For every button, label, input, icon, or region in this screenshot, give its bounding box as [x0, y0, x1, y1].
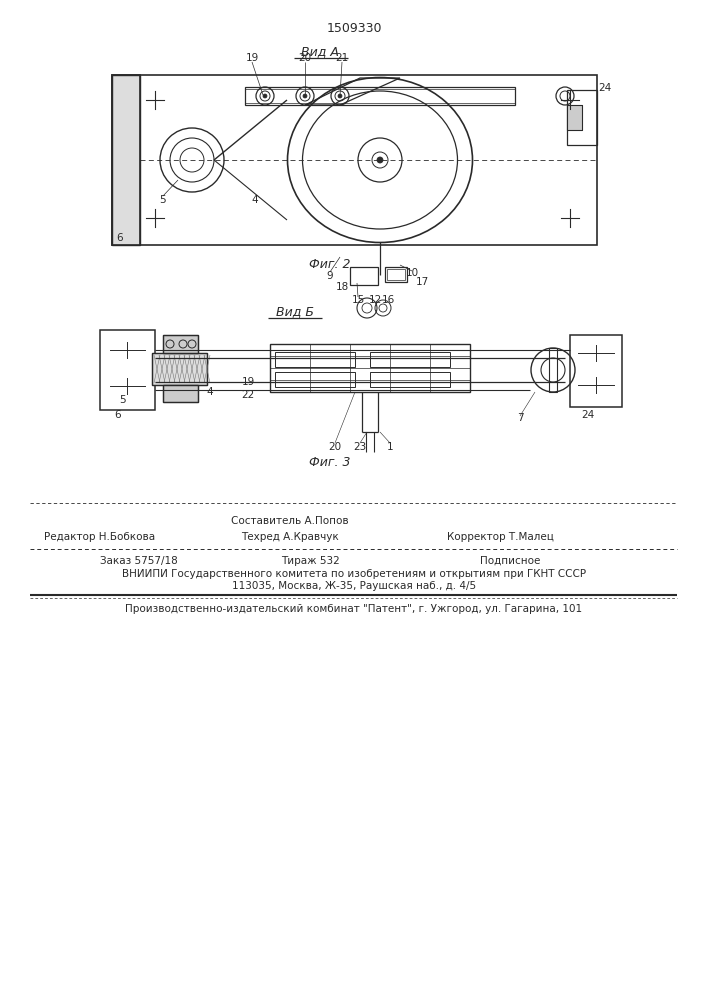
- Circle shape: [263, 94, 267, 98]
- Bar: [570, 335, 622, 407]
- Circle shape: [338, 94, 342, 98]
- Bar: [387, 269, 405, 280]
- Circle shape: [303, 94, 307, 98]
- Text: Подписное: Подписное: [480, 556, 540, 566]
- Text: Составитель А.Попов: Составитель А.Попов: [231, 516, 349, 526]
- Bar: [112, 75, 140, 245]
- Text: 9: 9: [327, 271, 333, 281]
- Text: 10: 10: [405, 268, 419, 278]
- Bar: [385, 267, 407, 282]
- Bar: [163, 385, 198, 402]
- Text: 24: 24: [581, 410, 595, 420]
- Bar: [549, 348, 557, 392]
- Bar: [275, 372, 355, 387]
- Bar: [370, 352, 450, 367]
- Bar: [350, 267, 378, 285]
- Text: Редактор Н.Бобкова: Редактор Н.Бобкова: [45, 532, 156, 542]
- Bar: [100, 330, 155, 410]
- Text: 19: 19: [241, 377, 255, 387]
- Bar: [245, 87, 515, 105]
- Text: Фиг. 3: Фиг. 3: [309, 456, 351, 470]
- Bar: [567, 105, 582, 130]
- Text: 18: 18: [335, 282, 349, 292]
- Text: Заказ 5757/18: Заказ 5757/18: [100, 556, 177, 566]
- Text: 17: 17: [416, 277, 428, 287]
- Text: 20: 20: [298, 53, 312, 63]
- Text: 5: 5: [119, 395, 125, 405]
- Text: 23: 23: [354, 442, 367, 452]
- Bar: [152, 353, 207, 385]
- Text: 4: 4: [252, 195, 258, 205]
- Circle shape: [377, 157, 383, 163]
- Bar: [163, 385, 198, 402]
- Text: ВНИИПИ Государственного комитета по изобретениям и открытиям при ГКНТ СССР: ВНИИПИ Государственного комитета по изоб…: [122, 569, 586, 579]
- Text: Тираж 532: Тираж 532: [281, 556, 339, 566]
- Bar: [370, 372, 450, 387]
- Text: 16: 16: [381, 295, 395, 305]
- Text: 1: 1: [387, 442, 393, 452]
- Text: 20: 20: [329, 442, 341, 452]
- Bar: [152, 353, 207, 385]
- Text: 22: 22: [241, 390, 255, 400]
- Text: 15: 15: [351, 295, 365, 305]
- Bar: [567, 90, 597, 145]
- Bar: [163, 335, 198, 353]
- Text: 24: 24: [598, 83, 612, 93]
- Bar: [112, 75, 140, 245]
- Text: Производственно-издательский комбинат "Патент", г. Ужгород, ул. Гагарина, 101: Производственно-издательский комбинат "П…: [125, 604, 583, 614]
- Text: 4: 4: [206, 387, 214, 397]
- Text: 6: 6: [117, 233, 123, 243]
- Text: Техред А.Кравчук: Техред А.Кравчук: [241, 532, 339, 542]
- Text: Фиг. 2: Фиг. 2: [309, 257, 351, 270]
- Text: 1509330: 1509330: [326, 21, 382, 34]
- Bar: [163, 335, 198, 353]
- Text: 5: 5: [160, 195, 166, 205]
- Text: 113035, Москва, Ж-35, Раушская наб., д. 4/5: 113035, Москва, Ж-35, Раушская наб., д. …: [232, 581, 476, 591]
- Bar: [112, 75, 597, 245]
- Bar: [567, 105, 582, 130]
- Text: Корректор Т.Малец: Корректор Т.Малец: [447, 532, 554, 542]
- Bar: [245, 89, 515, 103]
- Text: Вид А: Вид А: [301, 45, 339, 58]
- Text: 19: 19: [245, 53, 259, 63]
- Text: 7: 7: [517, 413, 523, 423]
- Text: 21: 21: [335, 53, 349, 63]
- Text: 6: 6: [115, 410, 122, 420]
- Bar: [275, 352, 355, 367]
- Bar: [270, 344, 470, 392]
- Text: 12: 12: [368, 295, 382, 305]
- Text: Вид Б: Вид Б: [276, 306, 314, 318]
